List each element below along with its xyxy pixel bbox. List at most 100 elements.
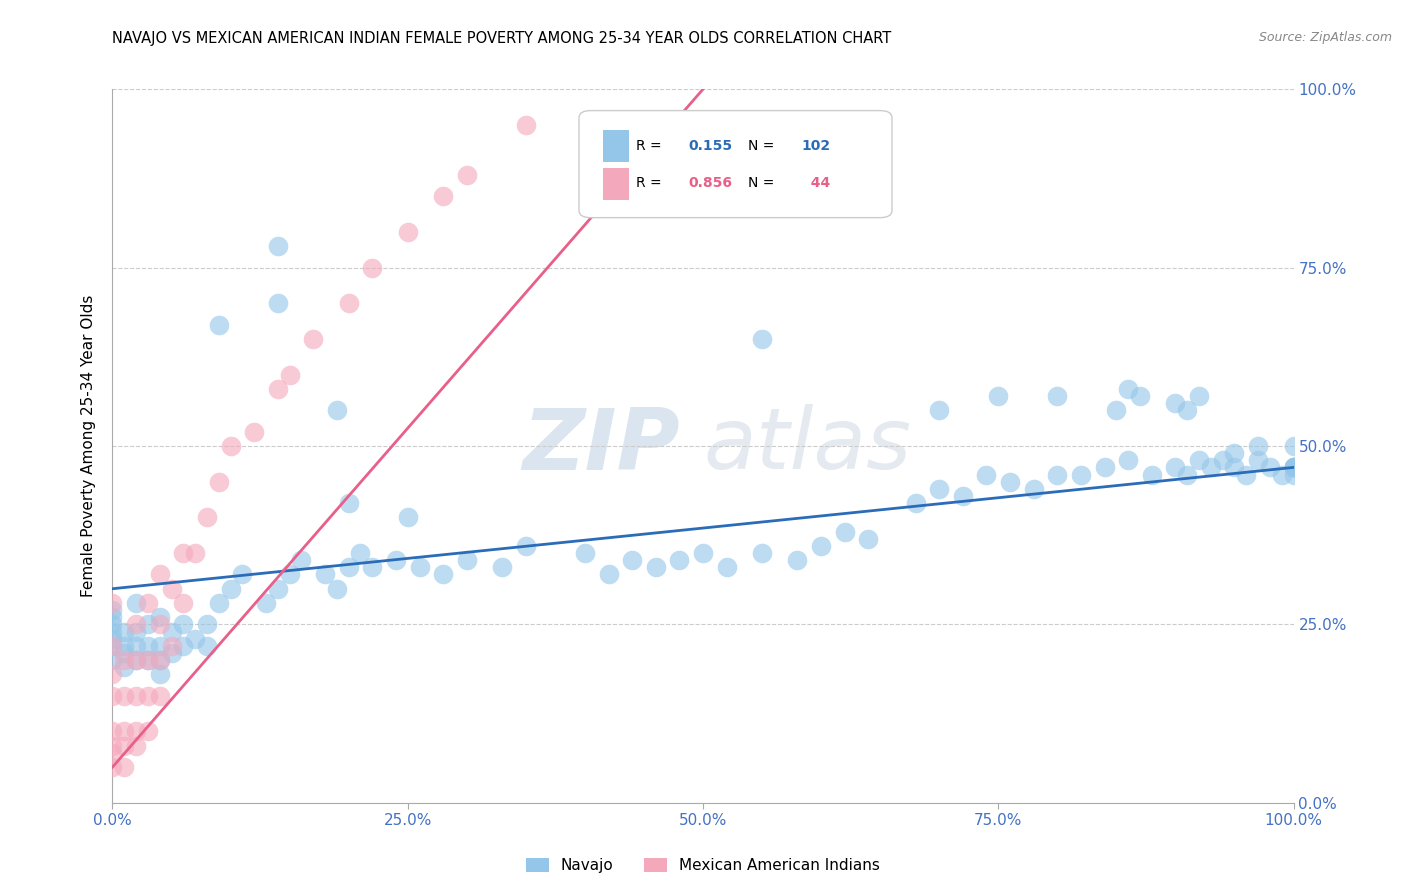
Point (101, 746, 124, 760)
Text: N =: N = (748, 139, 779, 153)
Point (125, 639, 148, 653)
Point (1282, 460, 1305, 475)
Point (219, 582, 242, 596)
Point (149, 617, 172, 632)
Point (101, 739, 124, 753)
Point (195, 510, 218, 524)
Point (101, 724, 124, 739)
Point (515, 118, 537, 132)
Point (1282, 460, 1305, 475)
Point (1140, 467, 1163, 482)
Bar (603, 168, 628, 200)
Text: 102: 102 (801, 139, 830, 153)
Point (112, 689, 135, 703)
Point (668, 553, 690, 567)
Point (101, 632, 124, 646)
Point (267, 239, 290, 253)
Point (1282, 460, 1305, 475)
Point (751, 546, 773, 560)
Point (136, 639, 159, 653)
Text: R =: R = (636, 139, 665, 153)
Point (337, 560, 360, 574)
Point (112, 660, 135, 674)
Point (1212, 453, 1234, 467)
Point (574, 546, 596, 560)
Point (101, 667, 124, 681)
Point (515, 539, 537, 553)
Point (172, 639, 194, 653)
Point (834, 524, 856, 539)
Point (314, 567, 336, 582)
Point (1282, 460, 1305, 475)
Point (267, 582, 290, 596)
Point (149, 689, 172, 703)
Point (621, 553, 644, 567)
Point (598, 567, 620, 582)
Point (136, 653, 159, 667)
Point (1234, 467, 1257, 482)
Point (326, 403, 349, 417)
Point (136, 596, 159, 610)
Text: ZIP: ZIP (522, 404, 679, 488)
Point (101, 596, 124, 610)
Point (160, 646, 183, 660)
Point (101, 603, 124, 617)
Point (290, 553, 312, 567)
Point (112, 639, 135, 653)
Point (396, 225, 419, 239)
Point (149, 667, 172, 681)
Point (810, 539, 832, 553)
Point (987, 389, 1010, 403)
Point (149, 653, 172, 667)
Point (160, 582, 183, 596)
Point (1188, 453, 1211, 467)
Point (125, 596, 148, 610)
Point (254, 596, 277, 610)
Point (1175, 403, 1198, 417)
Point (337, 496, 360, 510)
Point (243, 425, 266, 439)
Point (1070, 467, 1092, 482)
Text: atlas: atlas (703, 404, 911, 488)
Point (149, 639, 172, 653)
Point (337, 296, 360, 310)
Point (1105, 403, 1128, 417)
Point (1164, 396, 1187, 410)
Point (112, 646, 135, 660)
Point (125, 653, 148, 667)
Point (101, 617, 124, 632)
Point (267, 296, 290, 310)
Text: 0.856: 0.856 (689, 177, 733, 190)
Point (101, 610, 124, 624)
Point (125, 689, 148, 703)
Text: Source: ZipAtlas.com: Source: ZipAtlas.com (1258, 31, 1392, 45)
Point (172, 596, 194, 610)
Point (101, 760, 124, 774)
Point (160, 639, 183, 653)
Point (208, 318, 231, 332)
Point (952, 489, 974, 503)
Point (1247, 453, 1270, 467)
Point (112, 724, 135, 739)
Point (396, 510, 419, 524)
Point (1022, 482, 1045, 496)
Point (302, 332, 325, 346)
Point (385, 553, 408, 567)
Point (1094, 460, 1116, 475)
Point (136, 653, 159, 667)
Point (267, 382, 290, 396)
Point (101, 653, 124, 667)
Point (1046, 467, 1069, 482)
Point (751, 332, 773, 346)
Point (149, 567, 172, 582)
Point (184, 546, 207, 560)
Point (1164, 460, 1187, 475)
Point (976, 467, 998, 482)
Point (112, 653, 135, 667)
Point (456, 168, 478, 182)
Point (1188, 389, 1211, 403)
Text: R =: R = (636, 177, 665, 190)
Point (1258, 460, 1281, 475)
Point (195, 617, 218, 632)
Point (1282, 467, 1305, 482)
